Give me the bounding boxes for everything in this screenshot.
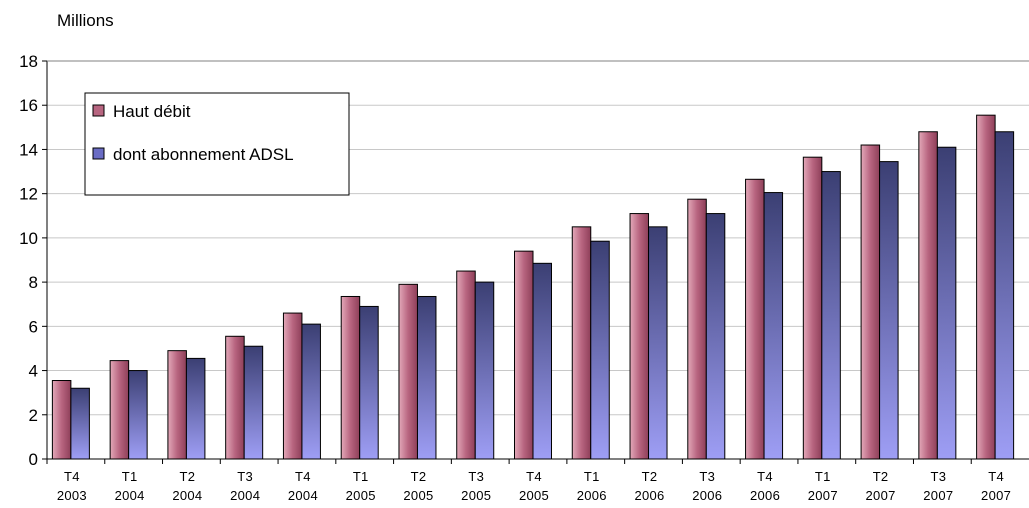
x-tick-label-year: 2006 — [577, 488, 607, 503]
bar-adsl — [532, 262, 552, 460]
y-tick-label: 6 — [29, 317, 38, 336]
x-tick-label-quarter: T2 — [411, 469, 427, 484]
bar-haut-debit — [109, 360, 130, 460]
legend-swatch-haut-debit — [92, 104, 105, 117]
x-tick-label-quarter: T1 — [584, 469, 600, 484]
y-tick-label: 18 — [19, 52, 38, 71]
bar-haut-debit — [976, 114, 996, 460]
bar-adsl — [359, 305, 379, 460]
x-tick-label-year: 2005 — [461, 488, 491, 503]
x-tick-label-year: 2006 — [634, 488, 664, 503]
x-tick-label-year: 2007 — [923, 488, 953, 503]
x-tick-label-quarter: T4 — [757, 469, 773, 484]
bar-adsl — [416, 295, 437, 460]
x-tick-label-quarter: T3 — [930, 469, 946, 484]
bar-haut-debit — [514, 250, 534, 460]
legend-label-haut-debit: Haut débit — [113, 102, 191, 121]
legend: Haut débit dont abonnement ADSL — [84, 92, 350, 196]
bar-adsl — [185, 357, 206, 460]
unit-label: Millions — [57, 11, 114, 30]
bar-haut-debit — [918, 131, 938, 460]
x-tick-label-year: 2007 — [808, 488, 838, 503]
bar-haut-debit — [456, 270, 476, 460]
x-tick-label-year: 2007 — [866, 488, 896, 503]
x-tick-label-year: 2004 — [288, 488, 318, 503]
bar-adsl — [70, 387, 90, 460]
x-tick-label-quarter: T1 — [353, 469, 369, 484]
x-tick-label-year: 2006 — [692, 488, 722, 503]
legend-label-adsl: dont abonnement ADSL — [113, 145, 294, 164]
bar-haut-debit — [802, 156, 823, 460]
bar-adsl — [705, 213, 726, 460]
bar-adsl — [590, 240, 610, 460]
x-tick-label-year: 2006 — [750, 488, 780, 503]
bar-haut-debit — [745, 178, 765, 460]
bar-haut-debit — [340, 295, 361, 460]
x-tick-label-year: 2004 — [230, 488, 260, 503]
bar-haut-debit — [629, 213, 650, 460]
bar-haut-debit — [687, 198, 707, 460]
legend-box — [84, 92, 350, 196]
bars — [51, 114, 1015, 460]
x-tick-label-quarter: T2 — [873, 469, 889, 484]
bar-haut-debit — [167, 350, 187, 460]
x-tick-label-quarter: T2 — [642, 469, 658, 484]
axes — [46, 60, 1029, 460]
bar-adsl — [474, 281, 495, 460]
x-tick-label-quarter: T1 — [815, 469, 831, 484]
y-tick-label: 10 — [19, 229, 38, 248]
bar-haut-debit — [398, 283, 418, 460]
x-tick-label-year: 2005 — [403, 488, 433, 503]
x-tick-label-year: 2003 — [57, 488, 87, 503]
bar-adsl — [994, 131, 1015, 460]
bar-adsl — [821, 171, 841, 460]
bar-adsl — [879, 161, 899, 460]
bar-adsl — [648, 226, 668, 460]
x-tick-label-quarter: T3 — [237, 469, 253, 484]
y-axis-ticks: 0 2 4 6 8 10 12 14 16 18 — [19, 52, 47, 469]
y-tick-label: 16 — [19, 96, 38, 115]
x-tick-label-year: 2004 — [115, 488, 145, 503]
bar-adsl — [243, 345, 264, 460]
y-tick-label: 14 — [19, 140, 38, 159]
x-tick-label-quarter: T4 — [295, 469, 311, 484]
bar-adsl — [128, 370, 148, 460]
x-tick-label-year: 2005 — [519, 488, 549, 503]
bar-haut-debit — [225, 335, 245, 460]
x-tick-label-year: 2004 — [172, 488, 202, 503]
y-tick-label: 12 — [19, 185, 38, 204]
x-tick-label-quarter: T4 — [988, 469, 1004, 484]
legend-swatch-adsl — [92, 147, 105, 160]
x-tick-label-year: 2005 — [346, 488, 376, 503]
x-tick-label-quarter: T4 — [64, 469, 80, 484]
bar-haut-debit — [571, 226, 592, 460]
y-tick-label: 2 — [29, 406, 38, 425]
bar-adsl — [936, 146, 957, 460]
x-tick-label-quarter: T3 — [699, 469, 715, 484]
bar-haut-debit — [860, 144, 881, 460]
x-tick-label-quarter: T2 — [180, 469, 196, 484]
y-tick-label: 4 — [29, 362, 38, 381]
bar-adsl — [763, 192, 784, 460]
x-tick-label-quarter: T1 — [122, 469, 138, 484]
x-tick-label-year: 2007 — [981, 488, 1011, 503]
x-axis-ticks: T4 2003 T1 2004 T2 2004 T3 2004 T4 2004 T1 2005 T2 20… — [46, 459, 1011, 503]
bar-haut-debit — [51, 380, 72, 460]
bar-haut-debit — [282, 312, 303, 460]
x-tick-label-quarter: T3 — [468, 469, 484, 484]
bar-adsl — [301, 323, 321, 460]
y-tick-label: 0 — [29, 450, 38, 469]
x-tick-label-quarter: T4 — [526, 469, 542, 484]
y-tick-label: 8 — [29, 273, 38, 292]
